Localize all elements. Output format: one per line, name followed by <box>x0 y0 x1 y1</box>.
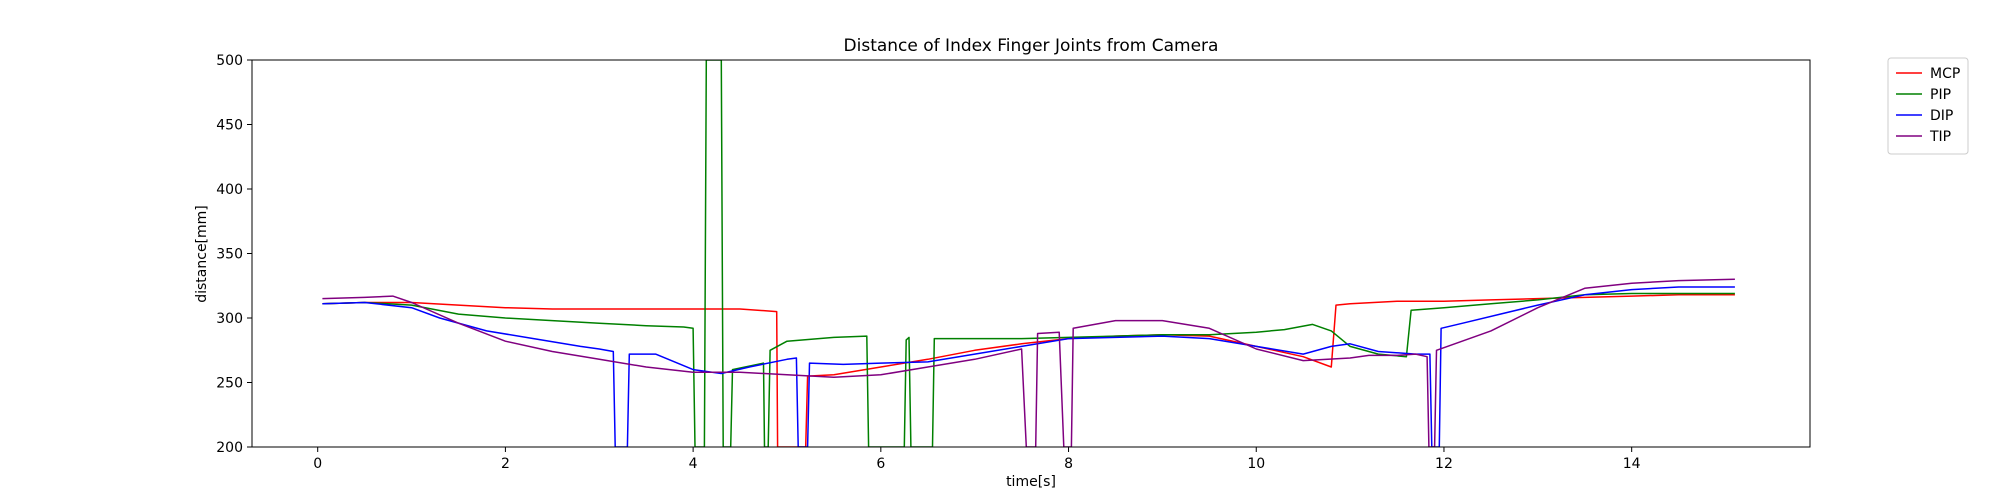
x-tick-label: 10 <box>1247 456 1265 472</box>
series-line-pip <box>322 60 1735 447</box>
y-tick-label: 200 <box>216 440 243 456</box>
x-tick-label: 12 <box>1435 456 1453 472</box>
x-tick-label: 8 <box>1064 456 1073 472</box>
series-group <box>322 60 1735 447</box>
y-tick-label: 450 <box>216 118 243 134</box>
axes-layer: 0 2 4 6 8 10 12 14 200 250 300 350 400 450 500 <box>216 53 1811 472</box>
series-line-mcp <box>322 294 1735 447</box>
legend: MCP PIP DIP TIP <box>1887 57 1969 155</box>
x-tick-label: 0 <box>313 456 322 472</box>
legend-box <box>1887 57 1969 155</box>
y-tick-label: 250 <box>216 376 243 392</box>
legend-label-mcp: MCP <box>1930 66 1960 82</box>
legend-label-dip: DIP <box>1930 108 1953 124</box>
x-tick-label: 2 <box>501 456 510 472</box>
x-tick-label: 6 <box>876 456 885 472</box>
x-axis-label: time[s] <box>1006 474 1056 490</box>
y-axis-label: distance[mm] <box>194 205 210 303</box>
plot-frame <box>251 59 1811 448</box>
series-line-dip <box>322 286 1735 447</box>
y-tick-label: 500 <box>216 53 243 69</box>
y-tick-label: 350 <box>216 247 243 263</box>
y-tick-label: 300 <box>216 311 243 327</box>
x-tick-label: 4 <box>689 456 698 472</box>
x-tick-label: 14 <box>1623 456 1641 472</box>
legend-label-pip: PIP <box>1930 87 1951 103</box>
legend-label-tip: TIP <box>1929 129 1951 145</box>
y-tick-label: 400 <box>216 182 243 198</box>
plot-layer <box>322 60 1735 447</box>
series-line-tip <box>322 278 1735 447</box>
chart-title: Distance of Index Finger Joints from Cam… <box>844 36 1219 56</box>
